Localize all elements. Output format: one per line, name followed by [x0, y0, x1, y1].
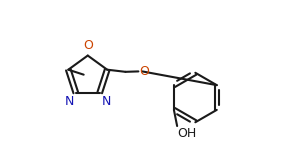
Text: N: N	[102, 95, 111, 108]
Text: OH: OH	[178, 127, 197, 140]
Text: N: N	[65, 95, 74, 108]
Text: O: O	[83, 39, 93, 52]
Text: O: O	[139, 65, 149, 78]
